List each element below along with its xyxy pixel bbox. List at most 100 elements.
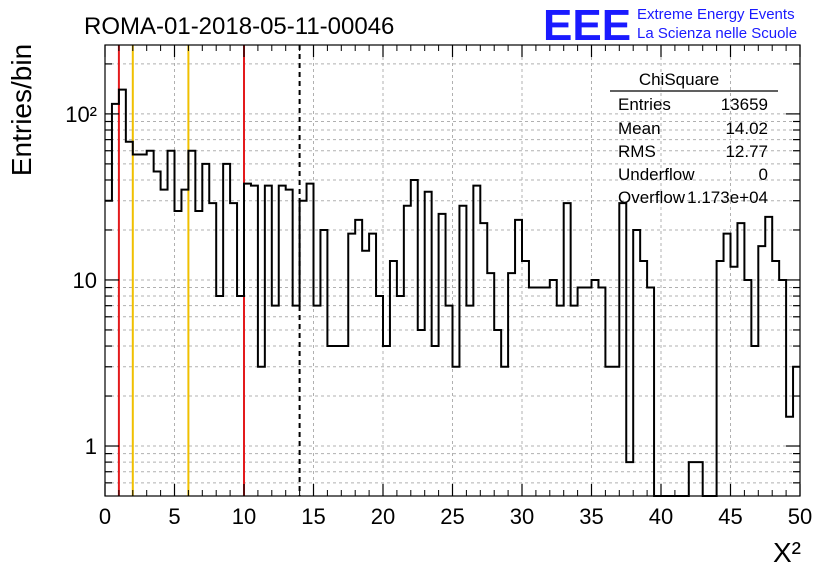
logo-mark: EEE [543, 1, 631, 50]
stats-box: ChiSquare Entries 13659 Mean 14.02 RMS 1… [610, 70, 778, 207]
stats-label-overflow: Overflow [618, 188, 686, 207]
histogram-bar [744, 280, 751, 496]
histogram-bar [793, 367, 800, 496]
histogram-bar [251, 186, 258, 496]
grid [105, 45, 800, 496]
histogram-bar [230, 203, 237, 496]
histogram-bar [112, 104, 119, 496]
histogram-bar [633, 230, 640, 496]
x-tick-label: 10 [232, 504, 256, 529]
x-tick-label: 5 [168, 504, 180, 529]
histogram-bar [626, 462, 633, 496]
histogram-bar [494, 330, 501, 496]
histogram-bar [307, 184, 314, 496]
stats-label-underflow: Underflow [618, 165, 695, 184]
histogram-bar [480, 223, 487, 496]
x-tick-label: 45 [718, 504, 742, 529]
histogram-bar [786, 417, 793, 496]
histogram-bar [348, 234, 355, 496]
x-tick-label: 30 [510, 504, 534, 529]
histogram-bar [529, 288, 536, 496]
y-tick-label: 1 [85, 434, 97, 459]
stats-value-rms: 12.77 [725, 142, 768, 161]
histogram-bar [279, 186, 286, 496]
histogram-bar [765, 217, 772, 496]
histogram-bar [696, 462, 703, 496]
stats-title: ChiSquare [639, 70, 719, 89]
stats-value-entries: 13659 [721, 95, 768, 114]
histogram-bar [578, 288, 585, 496]
x-tick-label: 35 [579, 504, 603, 529]
x-tick-label: 40 [649, 504, 673, 529]
histogram-bar [188, 151, 195, 496]
y-tick-label: 10² [65, 102, 97, 127]
histogram-bar [751, 346, 758, 496]
histogram-bar [286, 190, 293, 496]
histogram-bar [619, 203, 626, 496]
histogram-bar [293, 306, 300, 496]
histogram-bar [258, 367, 265, 496]
histogram-bar [689, 462, 696, 496]
histogram-bar [209, 203, 216, 496]
x-tick-label: 20 [371, 504, 395, 529]
histogram-bar [612, 367, 619, 496]
histogram-bar [341, 346, 348, 496]
histogram-bar [459, 206, 466, 496]
histogram-bar [501, 367, 508, 496]
histogram-bar [411, 180, 418, 496]
stats-label-entries: Entries [618, 95, 671, 114]
stats-value-mean: 14.02 [725, 119, 768, 138]
histogram-bar [418, 330, 425, 496]
histogram-bar [446, 306, 453, 496]
histogram-bar [543, 288, 550, 496]
axes: 0 5 10 15 20 25 30 35 40 45 50 1 10 10² [65, 45, 812, 529]
histogram-bar [133, 154, 140, 496]
chart-title: ROMA-01-2018-05-11-00046 [84, 13, 394, 40]
stats-value-underflow: 0 [759, 165, 768, 184]
histogram-bar [598, 288, 605, 496]
logo-line2: La Scienza nelle Scuole [637, 25, 797, 42]
histogram-bar [571, 306, 578, 496]
histogram-bar [105, 201, 112, 496]
y-axis-label: Entries/bin [6, 44, 37, 176]
histogram-bar [168, 151, 175, 496]
histogram-bar [515, 220, 522, 496]
histogram-bar [161, 190, 168, 496]
histogram-bar [154, 171, 161, 496]
logo-line1: Extreme Energy Events [637, 6, 795, 23]
histogram-bar [758, 246, 765, 496]
histogram-bar [383, 346, 390, 496]
histogram-bar [453, 367, 460, 496]
x-tick-label: 25 [440, 504, 464, 529]
histogram-bar [314, 306, 321, 496]
histogram-bar [404, 206, 411, 496]
stats-label-rms: RMS [618, 142, 656, 161]
histogram-bar [466, 306, 473, 496]
histogram-bar [536, 288, 543, 496]
x-tick-label: 0 [99, 504, 111, 529]
histogram-bar [605, 367, 612, 496]
histogram-bar [585, 288, 592, 496]
histogram-bar [327, 346, 334, 496]
histogram-bar [724, 234, 731, 496]
histogram-bar [147, 151, 154, 496]
histogram-bar [300, 201, 307, 496]
histogram-bar [737, 223, 744, 496]
histogram-bar [557, 306, 564, 496]
histogram-bar [550, 280, 557, 496]
histogram-bar [126, 142, 133, 496]
histogram-bar [265, 186, 272, 496]
histogram-bar [140, 154, 147, 496]
histogram-bar [647, 288, 654, 496]
histogram-bar [592, 280, 599, 496]
y-tick-label: 10 [73, 268, 97, 293]
stats-value-overflow: 1.173e+04 [687, 188, 768, 207]
histogram-bar [320, 230, 327, 496]
histogram-bar [355, 220, 362, 496]
histogram-bar [334, 346, 341, 496]
histogram-bar [181, 190, 188, 496]
x-axis-label: X² [773, 537, 801, 568]
histogram-bar [425, 192, 432, 496]
